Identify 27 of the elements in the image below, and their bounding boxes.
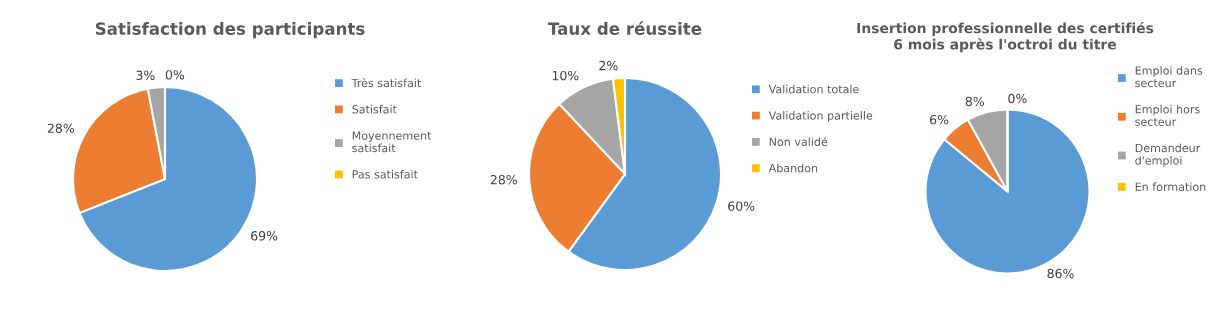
data-label: 69% (251, 231, 278, 241)
data-label: 10% (552, 70, 579, 81)
data-label: 8% (965, 96, 984, 107)
chart-title: Taux de réussite (548, 21, 702, 35)
legend-label: Satisfait (352, 104, 397, 114)
data-label: 6% (930, 114, 949, 125)
legend-label: Non validé (769, 136, 828, 146)
legend-label: Moyennement satisfait (352, 131, 432, 153)
data-label: 3% (136, 70, 155, 81)
legend-label: Abandon (768, 163, 818, 173)
legend-label: Pas satisfait (352, 169, 418, 179)
legend-label: Très satisfait (351, 78, 422, 88)
legend-label: Emploi hors secteur (1135, 104, 1200, 126)
data-label: 28% (490, 174, 517, 185)
legend-label: Validation partielle (768, 111, 873, 122)
data-label: 60% (728, 201, 755, 211)
data-label: 28% (47, 123, 75, 133)
legend-label: En formation (1135, 182, 1206, 191)
chart-title: Insertion professionnelle des certifiés 6 mois après l'octroi du titre (857, 22, 1154, 53)
text: 0% (165, 70, 185, 80)
legend-label: Demandeur d'emploi (1135, 143, 1201, 167)
chart-title: Satisfaction des participants (95, 22, 365, 39)
legend-label: Emploi dans secteur (1135, 66, 1203, 88)
data-label: 2% (599, 60, 618, 71)
legend-label: Validation totale (768, 84, 859, 94)
data-label: 86% (1047, 268, 1074, 279)
text: 0% (1008, 93, 1027, 104)
